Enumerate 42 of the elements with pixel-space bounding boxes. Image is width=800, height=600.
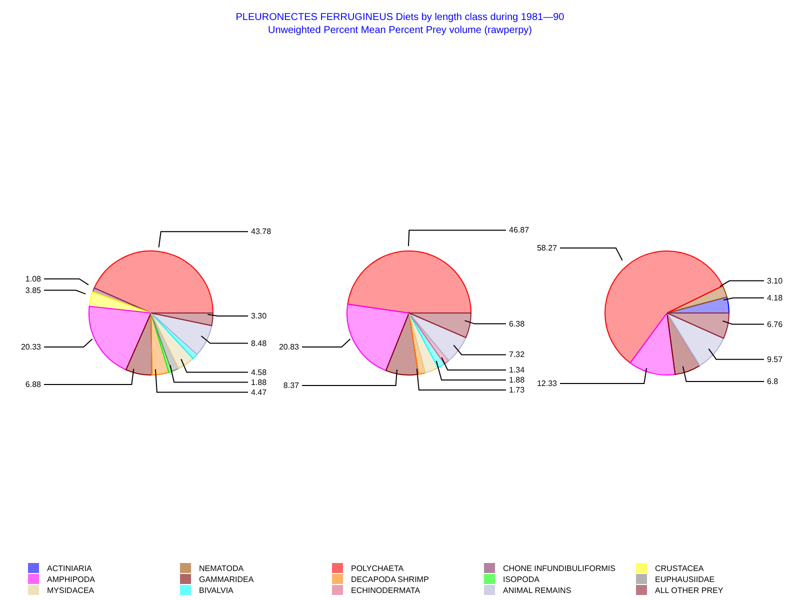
legend-label: CHONE INFUNDIBULIFORMIS	[503, 564, 616, 572]
data-label: 3.30	[251, 312, 268, 320]
data-label: 3.85	[25, 286, 42, 295]
data-label: 8.37	[283, 380, 300, 390]
legend-label: AMPHIPODA	[47, 574, 96, 584]
data-label: 4.47	[251, 388, 268, 397]
data-label: 6.88	[25, 380, 42, 389]
legend-label: EUPHAUSIIDAE	[655, 574, 715, 584]
data-label: 20.33	[20, 342, 42, 352]
legend-label: ACTINIARIA	[47, 564, 92, 572]
data-label: 9.57	[767, 354, 784, 364]
data-label: 1.34	[509, 366, 526, 375]
data-label: 3.10	[767, 276, 784, 286]
legend-label: ISOPODA	[503, 574, 540, 584]
data-label: 4.58	[251, 368, 268, 377]
data-label: 7.32	[509, 350, 526, 360]
data-label: 1.88	[251, 378, 268, 387]
legend-label: GAMMARIDEA	[199, 574, 254, 584]
legend-label: ANIMAL REMAINS	[503, 586, 572, 594]
legend-label: ALL OTHER PREY	[655, 586, 724, 594]
data-label: 12.33	[536, 379, 558, 388]
legend-label: MYSIDACEA	[47, 586, 94, 594]
legend-label: CRUSTACEA	[655, 564, 704, 572]
data-label: 43.78	[251, 227, 272, 236]
data-label: 4.18	[767, 293, 784, 302]
legend-label: DECAPODA SHRIMP	[351, 574, 429, 584]
legend-label: ECHINODERMATA	[351, 586, 420, 594]
data-label: 58.27	[536, 244, 558, 253]
legend-label: NEMATODA	[199, 564, 244, 572]
data-label: 6.76	[767, 320, 784, 329]
data-label: 46.87	[509, 226, 530, 235]
legend-label: BIVALVIA	[199, 586, 234, 594]
data-label: 6.38	[509, 319, 526, 328]
data-label: 6.8	[767, 376, 779, 386]
data-label: 1.08	[25, 274, 42, 284]
data-label: 1.88	[509, 376, 526, 385]
chart-title: PLEURONECTES FERRUGINEUS Diets by length class during 1981—90	[234, 12, 566, 23]
chart-subtitle: Unweighted Percent Mean Percent Prey volume (rawperpy)	[266, 25, 533, 36]
legend-label: POLYCHAETA	[351, 564, 404, 572]
data-label: 20.83	[278, 342, 300, 352]
data-label: 1.73	[509, 386, 526, 395]
data-label: 8.48	[251, 338, 268, 348]
